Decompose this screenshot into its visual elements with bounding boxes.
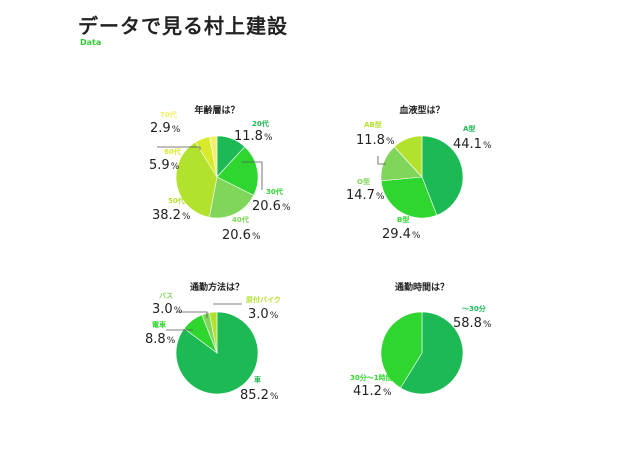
slice-value-label: 41.2% (353, 384, 392, 399)
chart-title: 血液型は？ (399, 104, 444, 116)
leader-line (242, 161, 263, 190)
slice-value-label: 29.4% (382, 227, 421, 242)
slice-category-label: B型 (397, 215, 409, 224)
slice-category-label: 40代 (232, 215, 249, 224)
slice-category-label: 車 (254, 375, 261, 384)
leader-line (157, 146, 201, 150)
slice-category-label: AB型 (364, 120, 382, 129)
slice-value-label: 3.0% (152, 302, 183, 317)
chart-title: 通勤方法は？ (190, 281, 244, 293)
pie-slice (209, 135, 218, 178)
pie-slice (393, 135, 423, 178)
leader-line (377, 156, 386, 165)
pie-slice (380, 176, 438, 219)
pie-slice (216, 146, 259, 196)
slice-category-label: 70代 (160, 110, 177, 119)
pie-slice (208, 311, 218, 354)
pie-slice (175, 311, 259, 395)
slice-value-label: 14.7% (346, 188, 385, 203)
slice-category-label: 60代 (164, 147, 181, 156)
slice-category-label: A型 (463, 124, 475, 133)
pie-chart-3: 通勤方法は？ 車 85.2% 電車 8.8% バス 3.0% 原付バイク 3.0% (145, 281, 281, 403)
pie-slice (421, 135, 464, 216)
pie-slice (380, 311, 423, 389)
slice-category-label: 20代 (252, 119, 269, 128)
pie-slice (208, 176, 255, 219)
slice-value-label: 3.0% (248, 307, 279, 322)
page-title: データで見る村上建設 (78, 14, 288, 38)
pie-slice (400, 311, 464, 395)
slice-category-label: ～30分 (462, 304, 486, 313)
page-subtitle: Data (80, 38, 102, 47)
slice-value-label: 58.8% (453, 316, 492, 331)
chart-title: 年齢層は？ (194, 104, 239, 116)
slice-category-label: 30代 (266, 187, 283, 196)
slice-value-label: 38.2% (152, 208, 191, 223)
pie-chart-4: 通勤時間は？ ～30分 58.8% 30分～1時間 41.2% (350, 281, 492, 399)
slice-value-label: 5.9% (149, 158, 180, 173)
slice-value-label: 11.8% (356, 133, 395, 148)
slice-value-label: 11.8% (234, 129, 273, 144)
slice-value-label: 85.2% (240, 388, 279, 403)
slice-category-label: 電車 (152, 320, 166, 329)
pie-chart-2: 血液型は？ A型 44.1% B型 29.4% O型 14.7% AB型 11.8% (346, 104, 492, 242)
slice-value-label: 2.9% (150, 121, 181, 136)
slice-category-label: バス (159, 292, 173, 300)
slice-value-label: 8.8% (145, 332, 176, 347)
slice-value-label: 20.6% (252, 199, 291, 214)
pie-chart-1: 年齢層は？20代11.8%30代20.6%40代20.6%50代38.2%60代… (149, 104, 291, 243)
slice-value-label: 20.6% (222, 228, 261, 243)
slice-category-label: O型 (357, 177, 370, 186)
slice-category-label: 30分～1時間 (350, 373, 393, 382)
slice-category-label: 原付バイク (246, 295, 281, 304)
slice-value-label: 44.1% (453, 137, 492, 152)
chart-title: 通勤時間は？ (395, 281, 449, 293)
slice-category-label: 50代 (168, 196, 185, 205)
leader-line (176, 311, 208, 318)
